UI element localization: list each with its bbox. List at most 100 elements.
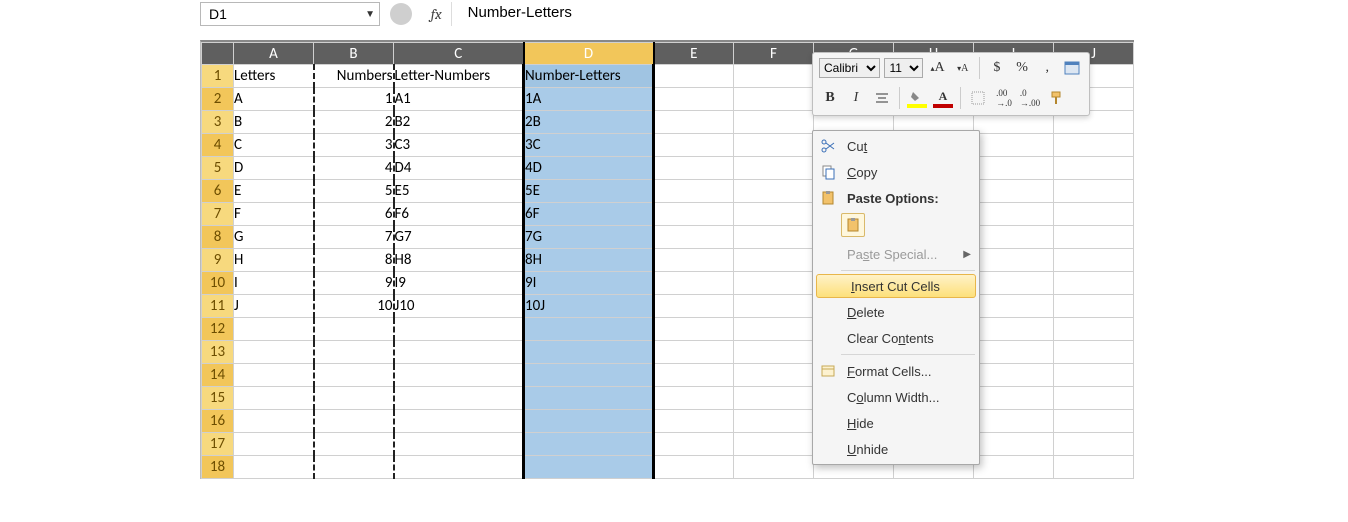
cell-F7[interactable] [734,203,814,226]
cell-D8[interactable]: 7G [524,226,654,249]
cell-C13[interactable] [394,341,524,364]
cell-J5[interactable] [1054,157,1134,180]
cell-E13[interactable] [654,341,734,364]
cell-B10[interactable]: 9 [314,272,394,295]
cell-F15[interactable] [734,387,814,410]
cell-B12[interactable] [314,318,394,341]
cell-A15[interactable] [234,387,314,410]
row-header-10[interactable]: 10 [202,272,234,295]
cell-A5[interactable]: D [234,157,314,180]
col-header-D[interactable]: D [524,43,654,65]
cell-F4[interactable] [734,134,814,157]
cell-D6[interactable]: 5E [524,180,654,203]
cell-I5[interactable] [974,157,1054,180]
cell-D18[interactable] [524,456,654,479]
cell-E9[interactable] [654,249,734,272]
cell-J10[interactable] [1054,272,1134,295]
cell-E17[interactable] [654,433,734,456]
name-box[interactable]: D1 ▼ [200,2,380,26]
font-color-icon[interactable]: A [932,87,954,109]
cell-B14[interactable] [314,364,394,387]
menu-item-hide[interactable]: Hide [813,410,979,436]
cell-E15[interactable] [654,387,734,410]
cell-F2[interactable] [734,88,814,111]
fill-color-icon[interactable] [906,87,928,109]
col-header-E[interactable]: E [654,43,734,65]
cell-C16[interactable] [394,410,524,433]
row-header-11[interactable]: 11 [202,295,234,318]
cell-A10[interactable]: I [234,272,314,295]
cell-A16[interactable] [234,410,314,433]
cell-F6[interactable] [734,180,814,203]
row-header-9[interactable]: 9 [202,249,234,272]
cell-C3[interactable]: B2 [394,111,524,134]
font-name-select[interactable]: Calibri [819,58,880,78]
cell-F13[interactable] [734,341,814,364]
cell-C4[interactable]: C3 [394,134,524,157]
cell-F9[interactable] [734,249,814,272]
cell-A7[interactable]: F [234,203,314,226]
cell-I7[interactable] [974,203,1054,226]
row-header-13[interactable]: 13 [202,341,234,364]
cell-F8[interactable] [734,226,814,249]
cell-B3[interactable]: 2 [314,111,394,134]
cell-E14[interactable] [654,364,734,387]
cell-I13[interactable] [974,341,1054,364]
cell-A4[interactable]: C [234,134,314,157]
cell-A2[interactable]: A [234,88,314,111]
cell-F5[interactable] [734,157,814,180]
row-header-2[interactable]: 2 [202,88,234,111]
cell-E6[interactable] [654,180,734,203]
cell-C5[interactable]: D4 [394,157,524,180]
row-header-14[interactable]: 14 [202,364,234,387]
cell-E16[interactable] [654,410,734,433]
cell-D16[interactable] [524,410,654,433]
bold-icon[interactable]: B [819,87,841,109]
cell-B6[interactable]: 5 [314,180,394,203]
cancel-icon[interactable] [390,3,412,25]
cell-D15[interactable] [524,387,654,410]
cell-J8[interactable] [1054,226,1134,249]
borders-icon[interactable] [967,87,989,109]
row-header-6[interactable]: 6 [202,180,234,203]
percent-icon[interactable] [1011,57,1032,79]
cell-D9[interactable]: 8H [524,249,654,272]
cell-I6[interactable] [974,180,1054,203]
cell-J9[interactable] [1054,249,1134,272]
cell-A6[interactable]: E [234,180,314,203]
cell-F18[interactable] [734,456,814,479]
cell-F17[interactable] [734,433,814,456]
row-header-12[interactable]: 12 [202,318,234,341]
menu-item-clear[interactable]: Clear Contents [813,325,979,351]
cell-D5[interactable]: 4D [524,157,654,180]
cell-J17[interactable] [1054,433,1134,456]
cell-E3[interactable] [654,111,734,134]
cell-B13[interactable] [314,341,394,364]
cell-C2[interactable]: A1 [394,88,524,111]
menu-item-format-cells[interactable]: Format Cells... [813,358,979,384]
row-header-16[interactable]: 16 [202,410,234,433]
cell-E12[interactable] [654,318,734,341]
cell-C8[interactable]: G7 [394,226,524,249]
cell-C11[interactable]: J10 [394,295,524,318]
increase-decimal-icon[interactable]: .00→.0 [993,87,1015,109]
cell-D11[interactable]: 10J [524,295,654,318]
col-header-C[interactable]: C [394,43,524,65]
cell-A11[interactable]: J [234,295,314,318]
cell-J13[interactable] [1054,341,1134,364]
cell-F16[interactable] [734,410,814,433]
col-header-A[interactable]: A [234,43,314,65]
cell-J11[interactable] [1054,295,1134,318]
cell-I15[interactable] [974,387,1054,410]
cell-B2[interactable]: 1 [314,88,394,111]
cell-A1[interactable]: Letters [234,65,314,88]
cell-E8[interactable] [654,226,734,249]
cell-styles-icon[interactable] [1062,57,1083,79]
menu-item-unhide[interactable]: Unhide [813,436,979,462]
row-header-8[interactable]: 8 [202,226,234,249]
cell-D1[interactable]: Number-Letters [524,65,654,88]
cell-C12[interactable] [394,318,524,341]
cell-I12[interactable] [974,318,1054,341]
cell-A8[interactable]: G [234,226,314,249]
cell-F11[interactable] [734,295,814,318]
